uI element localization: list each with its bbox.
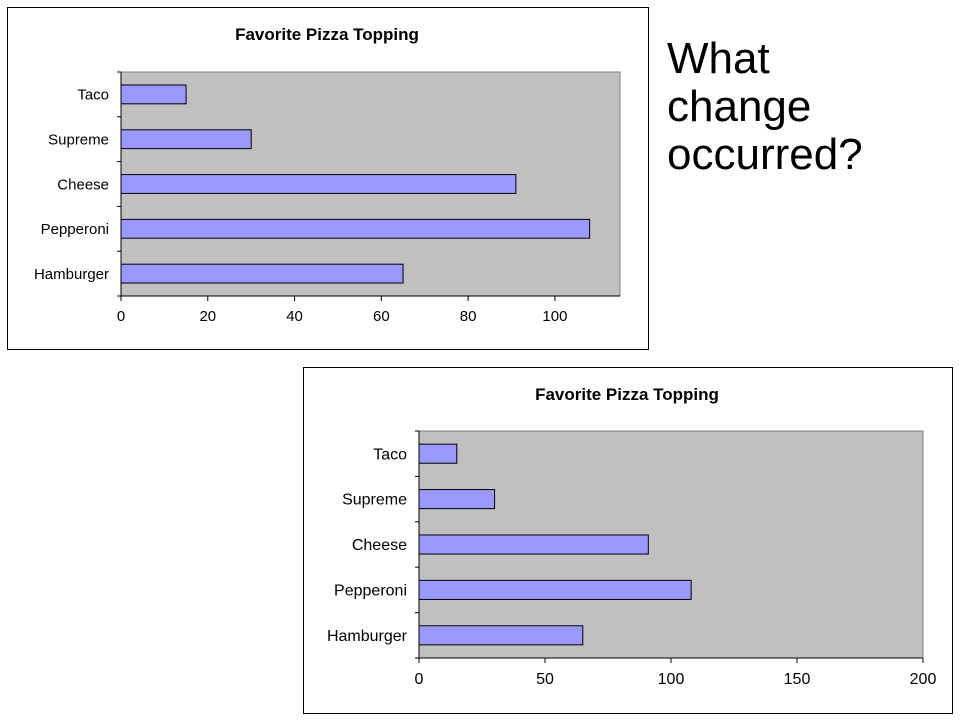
chart-top-x-tick-label: 60 — [373, 308, 390, 325]
chart-bottom-bar-cheese — [418, 534, 649, 555]
chart-top-bar-taco — [120, 84, 187, 105]
chart-bottom-bar-pepperoni — [418, 579, 692, 600]
chart-top-x-tick-label: 20 — [199, 308, 216, 325]
chart-bottom-x-tick-label: 0 — [415, 671, 424, 688]
chart-top-x-tick-label: 100 — [542, 308, 567, 325]
chart-top-svg: Favorite Pizza Topping Taco Supreme Cheese P… — [34, 25, 621, 325]
chart-top-category-label: Hamburger — [34, 266, 109, 283]
chart-bottom-category-label: Supreme — [342, 492, 407, 509]
question-line-3: occurred? — [667, 130, 863, 179]
chart-top-category-label: Taco — [77, 87, 109, 104]
chart-top-category-label: Supreme — [48, 131, 109, 148]
chart-bottom-category-label: Cheese — [352, 537, 407, 554]
chart-bottom-x-tick-label: 50 — [536, 671, 554, 688]
chart-top-x-tick-label: 40 — [286, 308, 303, 325]
chart-bottom-x-tick-label: 150 — [784, 671, 811, 688]
question-line-1: What — [667, 34, 770, 83]
chart-top-x-tick-label: 0 — [117, 308, 125, 325]
question-line-2: change — [667, 82, 812, 131]
chart-top-category-label: Pepperoni — [41, 221, 109, 238]
chart-top-bar-hamburger — [120, 263, 404, 284]
chart-top-title: Favorite Pizza Topping — [235, 25, 419, 44]
chart-top-bar-pepperoni — [120, 218, 591, 239]
chart-bottom-category-label: Pepperoni — [334, 583, 407, 600]
question-text: What change occurred? — [667, 35, 863, 179]
chart-top-category-label: Cheese — [57, 176, 109, 193]
chart-bottom-x-tick-label: 200 — [910, 671, 937, 688]
chart-bottom-category-label: Hamburger — [327, 628, 408, 645]
chart-top-bar-supreme — [120, 129, 252, 150]
chart-bottom-title: Favorite Pizza Topping — [535, 385, 719, 404]
chart-top-x-tick-label: 80 — [460, 308, 477, 325]
chart-bottom: Favorite Pizza Topping Taco Supreme Cheese P… — [303, 367, 953, 714]
chart-top: Favorite Pizza Topping Taco Supreme Cheese P… — [7, 7, 649, 350]
chart-top-bar-cheese — [120, 174, 517, 194]
chart-bottom-bar-hamburger — [418, 625, 584, 646]
chart-bottom-bar-taco — [418, 443, 458, 464]
chart-bottom-svg: Favorite Pizza Topping Taco Supreme Cheese P… — [327, 385, 937, 688]
chart-bottom-x-tick-label: 100 — [658, 671, 685, 688]
chart-bottom-category-label: Taco — [373, 446, 407, 463]
chart-bottom-bar-supreme — [418, 489, 496, 510]
